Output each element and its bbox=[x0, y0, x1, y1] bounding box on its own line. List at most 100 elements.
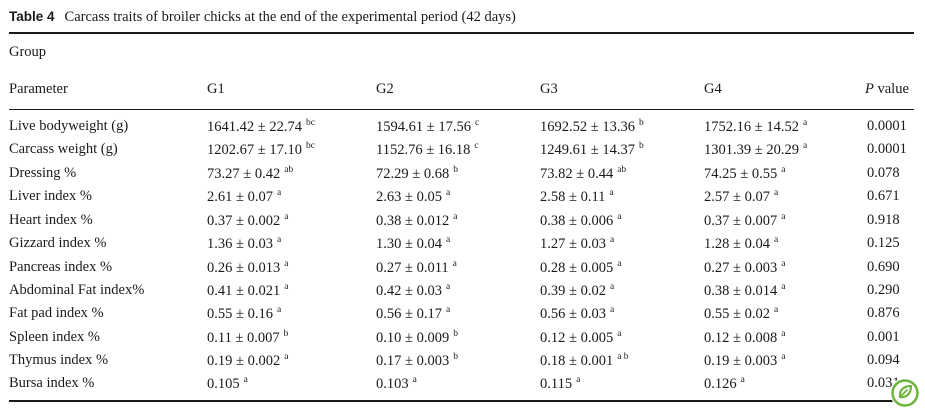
table-row: Abdominal Fat index% 0.41 ± 0.021 a 0.42 ± … bbox=[0, 282, 925, 305]
g3-cell: 1692.52 ± 13.36 b bbox=[540, 118, 644, 136]
g1-cell: 0.55 ± 0.16 a bbox=[207, 305, 281, 323]
header-g3: G3 bbox=[540, 81, 558, 97]
g1-value: 1202.67 ± 17.10 bbox=[207, 142, 302, 158]
g2-value: 1152.76 ± 16.18 bbox=[376, 142, 471, 158]
parameter-cell: Spleen index % bbox=[9, 329, 101, 345]
g3-cell: 2.58 ± 0.11 a bbox=[540, 188, 614, 206]
g3-superscript: a bbox=[576, 375, 581, 385]
g2-superscript: c bbox=[474, 141, 479, 151]
g4-cell: 1752.16 ± 14.52 a bbox=[704, 118, 807, 136]
g3-cell: 0.115 a bbox=[540, 375, 580, 393]
g1-cell: 73.27 ± 0.42 ab bbox=[207, 165, 293, 183]
g3-value: 2.58 ± 0.11 bbox=[540, 189, 606, 205]
g2-cell: 0.38 ± 0.012 a bbox=[376, 212, 457, 230]
p-value-cell: 0.290 bbox=[867, 282, 900, 298]
parameter-cell: Bursa index % bbox=[9, 375, 95, 391]
g2-superscript: a bbox=[445, 282, 451, 292]
g1-cell: 1641.42 ± 22.74 bc bbox=[207, 118, 315, 136]
table-label: Table 4 bbox=[9, 9, 55, 24]
g4-superscript: a bbox=[781, 259, 786, 269]
g3-superscript: b bbox=[638, 141, 644, 151]
g2-value: 0.17 ± 0.003 bbox=[376, 353, 450, 369]
g1-value: 0.26 ± 0.013 bbox=[207, 260, 281, 276]
g2-cell: 0.27 ± 0.011 a bbox=[376, 259, 457, 277]
g2-superscript: a bbox=[453, 212, 458, 222]
g1-cell: 2.61 ± 0.07 a bbox=[207, 188, 281, 206]
g4-value: 1.28 ± 0.04 bbox=[704, 236, 770, 252]
g4-superscript: a bbox=[773, 305, 779, 315]
g1-superscript: bc bbox=[305, 118, 315, 128]
g3-value: 1249.61 ± 14.37 bbox=[540, 142, 635, 158]
p-value-cell: 0.094 bbox=[867, 352, 900, 368]
g4-value: 0.37 ± 0.007 bbox=[704, 213, 778, 229]
table-title: Carcass traits of broiler chicks at the … bbox=[64, 9, 516, 25]
p-value-cell: 0.876 bbox=[867, 305, 900, 321]
g1-cell: 0.26 ± 0.013 a bbox=[207, 259, 288, 277]
g1-superscript: bc bbox=[305, 141, 315, 151]
g4-cell: 0.37 ± 0.007 a bbox=[704, 212, 785, 230]
g3-cell: 0.18 ± 0.001 a b bbox=[540, 352, 629, 370]
g3-superscript: a bbox=[609, 188, 614, 198]
g4-value: 0.12 ± 0.008 bbox=[704, 330, 778, 346]
g2-value: 1594.61 ± 17.56 bbox=[376, 119, 471, 135]
g3-value: 0.18 ± 0.001 bbox=[540, 353, 614, 369]
table-row: Carcass weight (g) 1202.67 ± 17.10 bc 1152.… bbox=[0, 141, 925, 164]
g4-cell: 2.57 ± 0.07 a bbox=[704, 188, 778, 206]
g4-superscript: a bbox=[773, 188, 779, 198]
g3-value: 0.12 ± 0.005 bbox=[540, 330, 614, 346]
g4-value: 1752.16 ± 14.52 bbox=[704, 119, 799, 135]
g4-superscript: a bbox=[781, 165, 786, 175]
g2-cell: 0.17 ± 0.003 b bbox=[376, 352, 458, 370]
table-row: Dressing % 73.27 ± 0.42 ab 72.29 ± 0.68 b 73.… bbox=[0, 165, 925, 188]
g3-cell: 1249.61 ± 14.37 b bbox=[540, 141, 644, 159]
g3-superscript: a bbox=[609, 235, 615, 245]
g4-superscript: a bbox=[781, 212, 786, 222]
badge bbox=[890, 378, 920, 408]
g2-superscript: a bbox=[445, 305, 451, 315]
parameter-cell: Carcass weight (g) bbox=[9, 141, 118, 157]
table-row: Spleen index % 0.11 ± 0.007 b 0.10 ± 0.009 b… bbox=[0, 329, 925, 352]
g2-superscript: a bbox=[452, 259, 457, 269]
g2-value: 0.56 ± 0.17 bbox=[376, 306, 442, 322]
g2-value: 0.103 bbox=[376, 376, 409, 392]
g3-cell: 1.27 ± 0.03 a bbox=[540, 235, 614, 253]
g4-value: 0.126 bbox=[704, 376, 737, 392]
p-value-cell: 0.125 bbox=[867, 235, 900, 251]
g3-value: 1.27 ± 0.03 bbox=[540, 236, 606, 252]
top-rule bbox=[9, 32, 914, 34]
g4-cell: 0.27 ± 0.003 a bbox=[704, 259, 785, 277]
header-p-value: P value bbox=[865, 81, 909, 98]
g2-cell: 2.63 ± 0.05 a bbox=[376, 188, 450, 206]
g4-value: 2.57 ± 0.07 bbox=[704, 189, 770, 205]
g4-value: 0.19 ± 0.003 bbox=[704, 353, 778, 369]
table-row: Liver index % 2.61 ± 0.07 a 2.63 ± 0.05 a 2.5… bbox=[0, 188, 925, 211]
g1-superscript: a bbox=[243, 375, 248, 385]
g3-superscript: a bbox=[617, 329, 622, 339]
g1-value: 1.36 ± 0.03 bbox=[207, 236, 273, 252]
g4-cell: 0.19 ± 0.003 a bbox=[704, 352, 785, 370]
p-value-cell: 0.001 bbox=[867, 329, 900, 345]
g4-value: 0.27 ± 0.003 bbox=[704, 260, 778, 276]
parameter-cell: Abdominal Fat index% bbox=[9, 282, 145, 298]
g1-value: 73.27 ± 0.42 bbox=[207, 166, 281, 182]
g4-cell: 0.126 a bbox=[704, 375, 745, 393]
g1-superscript: a bbox=[284, 259, 289, 269]
g2-cell: 1.30 ± 0.04 a bbox=[376, 235, 450, 253]
g2-cell: 1594.61 ± 17.56 c bbox=[376, 118, 479, 136]
table-row: Heart index % 0.37 ± 0.002 a 0.38 ± 0.012 a 0… bbox=[0, 212, 925, 235]
table-row: Pancreas index % 0.26 ± 0.013 a 0.27 ± 0.01… bbox=[0, 259, 925, 282]
g2-superscript: a bbox=[445, 235, 451, 245]
g2-value: 72.29 ± 0.68 bbox=[376, 166, 450, 182]
leaf-icon bbox=[891, 379, 919, 407]
g4-superscript: a bbox=[781, 329, 786, 339]
g3-value: 0.115 bbox=[540, 376, 573, 392]
g4-value: 0.55 ± 0.02 bbox=[704, 306, 770, 322]
header-p-letter: P bbox=[865, 81, 874, 97]
g4-cell: 1.28 ± 0.04 a bbox=[704, 235, 778, 253]
g4-superscript: a bbox=[781, 282, 786, 292]
g3-superscript: a bbox=[617, 259, 622, 269]
header-g1: G1 bbox=[207, 81, 225, 97]
g3-cell: 0.56 ± 0.03 a bbox=[540, 305, 614, 323]
header-rule bbox=[9, 109, 914, 110]
g3-cell: 0.12 ± 0.005 a bbox=[540, 329, 621, 347]
